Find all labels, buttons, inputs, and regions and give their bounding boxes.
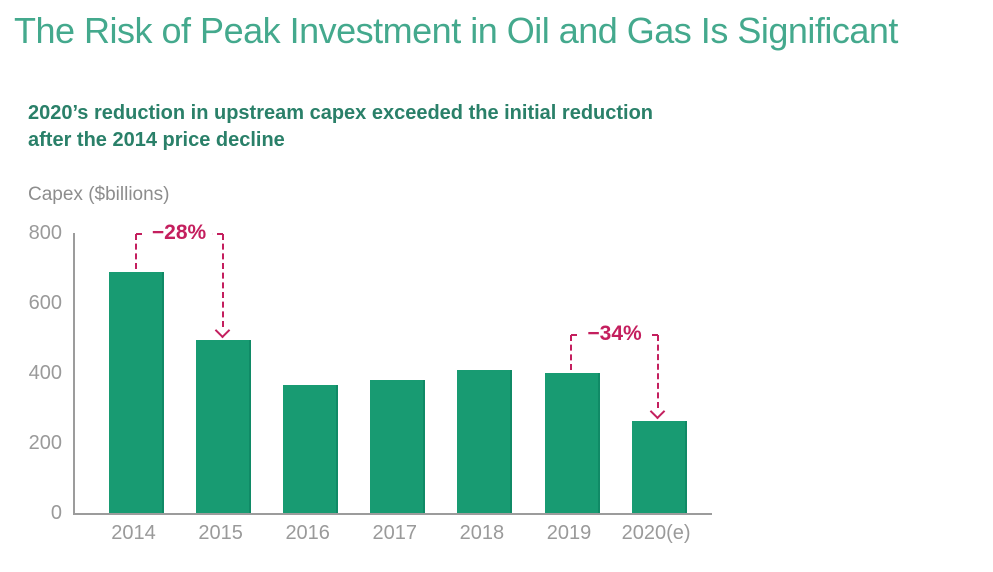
plot-area: −28% −34% xyxy=(73,220,712,515)
x-tick-label: 2014 xyxy=(111,522,156,544)
bar-2018 xyxy=(457,369,513,513)
y-tick-label: 600 xyxy=(28,292,62,314)
y-tick-label: 400 xyxy=(28,362,62,384)
annotation-pct-label: −34% xyxy=(580,322,649,346)
x-tick-label: 2019 xyxy=(546,522,592,544)
x-axis-tick-labels: 2014 2015 2016 2017 2018 2019 2020(e) xyxy=(73,522,733,548)
bar-2020(e) xyxy=(631,420,687,513)
chart-subtitle: 2020’s reduction in upstream capex excee… xyxy=(28,102,654,151)
annotation-riser-to xyxy=(221,233,224,327)
y-axis-tick-labels: 0 200 400 600 800 xyxy=(10,222,62,524)
x-tick-label: 2018 xyxy=(459,522,505,544)
annotation-riser-to xyxy=(657,335,660,408)
annotation-riser-from xyxy=(570,335,572,370)
annotation-arrowhead-icon xyxy=(649,403,666,419)
annotation-pct-label: −28% xyxy=(144,220,214,245)
y-tick-label: 800 xyxy=(28,222,62,244)
x-tick-label: 2016 xyxy=(285,522,330,544)
bar-2014 xyxy=(109,271,164,513)
bar-2015 xyxy=(196,339,252,513)
annotation-riser-from xyxy=(134,233,137,269)
x-tick-label: 2015 xyxy=(198,522,243,544)
x-tick-label: 2020(e) xyxy=(621,522,691,544)
bar-2019 xyxy=(544,373,600,513)
bar-2016 xyxy=(283,385,339,513)
x-tick-label: 2017 xyxy=(372,522,418,544)
y-tick-label: 0 xyxy=(50,502,62,524)
annotation-arrowhead-icon xyxy=(214,322,230,339)
y-tick-label: 200 xyxy=(28,432,62,454)
page-title: The Risk of Peak Investment in Oil and G… xyxy=(14,10,898,51)
bar-2017 xyxy=(370,380,426,513)
y-axis-title: Capex ($billions) xyxy=(28,184,170,205)
